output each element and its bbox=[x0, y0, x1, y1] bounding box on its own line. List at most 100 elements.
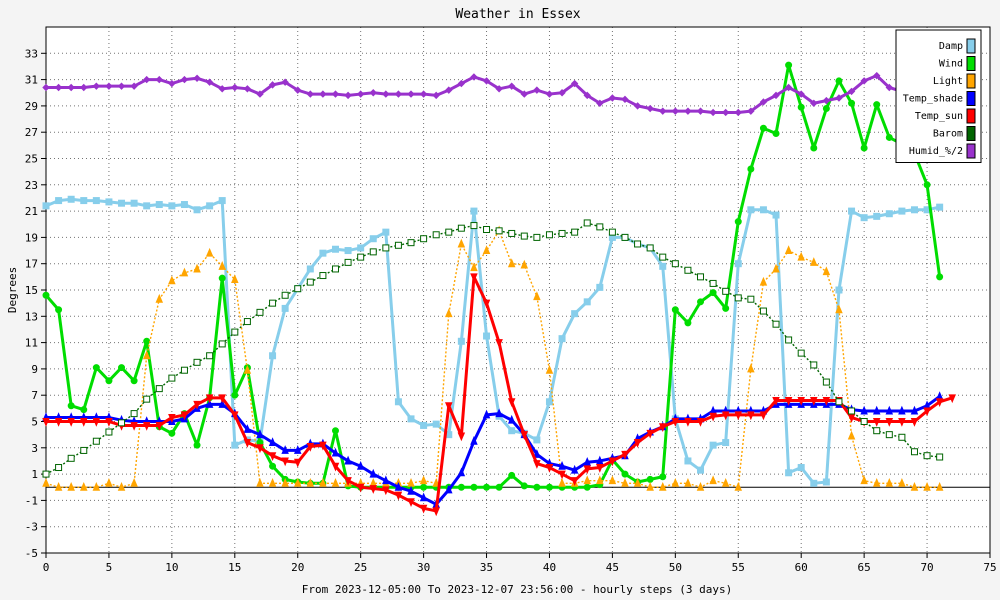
x-tick-label: 10 bbox=[165, 561, 178, 574]
data-point bbox=[558, 89, 566, 97]
data-point bbox=[697, 466, 705, 474]
data-point bbox=[369, 248, 377, 256]
data-point bbox=[470, 273, 478, 283]
data-point bbox=[67, 418, 75, 427]
data-point bbox=[218, 394, 226, 404]
data-point bbox=[357, 253, 365, 261]
data-point bbox=[483, 226, 491, 234]
x-tick-label: 30 bbox=[417, 561, 430, 574]
data-point bbox=[520, 259, 529, 269]
data-point bbox=[42, 470, 50, 478]
data-point bbox=[483, 332, 491, 340]
data-point bbox=[155, 385, 163, 393]
data-point bbox=[847, 87, 856, 96]
data-point bbox=[759, 276, 768, 286]
data-point bbox=[797, 464, 805, 472]
data-point bbox=[785, 61, 793, 69]
data-point bbox=[369, 468, 378, 478]
data-point bbox=[898, 418, 906, 427]
data-point bbox=[105, 428, 113, 436]
data-point bbox=[621, 478, 629, 487]
x-tick-label: 15 bbox=[228, 561, 241, 574]
data-point bbox=[772, 91, 780, 100]
data-point bbox=[596, 283, 604, 291]
data-point bbox=[382, 228, 390, 236]
data-point bbox=[583, 483, 591, 491]
data-point bbox=[319, 478, 327, 487]
data-point bbox=[445, 228, 453, 236]
data-point bbox=[885, 133, 893, 141]
data-point bbox=[155, 293, 164, 303]
data-point bbox=[319, 441, 327, 451]
data-point bbox=[130, 478, 138, 487]
data-point bbox=[382, 475, 390, 485]
data-point bbox=[55, 306, 63, 314]
data-point bbox=[507, 82, 516, 90]
data-point bbox=[54, 83, 63, 92]
data-point bbox=[570, 477, 579, 486]
data-point bbox=[885, 83, 894, 92]
data-point bbox=[206, 352, 214, 360]
data-point bbox=[684, 418, 692, 427]
data-point bbox=[432, 507, 440, 517]
data-point bbox=[848, 99, 856, 107]
data-point bbox=[659, 107, 667, 115]
data-point bbox=[168, 275, 176, 285]
data-point bbox=[344, 258, 352, 266]
data-point bbox=[243, 85, 252, 93]
data-point bbox=[155, 201, 163, 209]
data-point bbox=[67, 454, 75, 462]
data-point bbox=[608, 228, 616, 236]
data-point bbox=[923, 481, 931, 491]
data-point bbox=[419, 90, 428, 98]
data-point bbox=[118, 364, 126, 372]
data-point bbox=[722, 304, 730, 312]
data-point bbox=[948, 394, 956, 404]
data-point bbox=[545, 231, 553, 239]
data-point bbox=[470, 73, 478, 81]
data-point bbox=[419, 475, 428, 485]
data-point bbox=[130, 82, 138, 90]
data-point bbox=[130, 377, 138, 385]
x-tick-label: 40 bbox=[543, 561, 556, 574]
data-point bbox=[910, 405, 919, 415]
data-point bbox=[80, 197, 88, 205]
data-point bbox=[621, 95, 629, 104]
y-tick-label: 5 bbox=[31, 416, 38, 429]
data-point bbox=[269, 462, 277, 470]
data-point bbox=[684, 107, 692, 115]
data-point bbox=[772, 211, 780, 219]
x-tick-label: 5 bbox=[106, 561, 113, 574]
x-axis-ticks: 0 5 10 15 20 25 30 35 40 45 50 55 60 65 70 75 bbox=[43, 553, 997, 574]
legend-swatch bbox=[966, 126, 976, 141]
data-point bbox=[570, 79, 579, 88]
data-point bbox=[344, 455, 352, 465]
data-point bbox=[231, 441, 239, 449]
data-point bbox=[420, 235, 428, 243]
data-point bbox=[394, 398, 402, 406]
data-point bbox=[231, 391, 239, 399]
data-point bbox=[822, 266, 831, 276]
data-point bbox=[319, 90, 327, 98]
data-point bbox=[684, 457, 692, 465]
data-point bbox=[306, 265, 314, 273]
data-point bbox=[608, 475, 617, 485]
data-point bbox=[243, 424, 252, 433]
data-point bbox=[294, 285, 302, 293]
data-point bbox=[218, 399, 226, 408]
data-point bbox=[67, 481, 75, 491]
series-damp bbox=[42, 195, 944, 487]
data-point bbox=[130, 199, 138, 207]
data-point bbox=[142, 421, 151, 431]
data-point bbox=[243, 318, 251, 326]
data-point bbox=[873, 427, 881, 435]
data-point bbox=[596, 99, 604, 107]
data-point bbox=[432, 231, 440, 239]
data-point bbox=[256, 444, 264, 454]
data-point bbox=[281, 445, 289, 454]
data-point bbox=[206, 202, 214, 210]
data-point bbox=[709, 289, 717, 297]
data-point bbox=[785, 336, 793, 344]
data-point bbox=[231, 411, 239, 421]
